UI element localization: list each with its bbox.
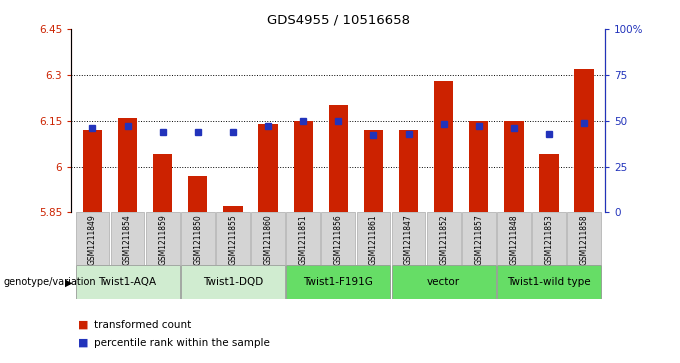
- Bar: [497, 212, 531, 265]
- Text: GSM1211860: GSM1211860: [264, 214, 273, 265]
- Text: GSM1211854: GSM1211854: [123, 214, 132, 265]
- Bar: [146, 212, 180, 265]
- Bar: [216, 212, 250, 265]
- Text: GSM1211851: GSM1211851: [299, 214, 307, 265]
- Bar: [392, 265, 496, 299]
- Text: GSM1211850: GSM1211850: [193, 214, 203, 265]
- Text: Twist1-wild type: Twist1-wild type: [507, 277, 591, 287]
- Text: GSM1211847: GSM1211847: [404, 214, 413, 265]
- Bar: [399, 130, 418, 212]
- Text: GSM1211859: GSM1211859: [158, 214, 167, 265]
- Text: GSM1211856: GSM1211856: [334, 214, 343, 265]
- Text: GSM1211858: GSM1211858: [579, 214, 589, 265]
- Text: Twist1-AQA: Twist1-AQA: [99, 277, 156, 287]
- Text: genotype/variation: genotype/variation: [3, 277, 96, 287]
- Text: GSM1211848: GSM1211848: [509, 214, 518, 265]
- Text: GSM1211853: GSM1211853: [545, 214, 554, 265]
- Bar: [188, 176, 207, 212]
- Bar: [434, 81, 454, 212]
- Bar: [539, 154, 559, 212]
- Text: Twist1-DQD: Twist1-DQD: [203, 277, 263, 287]
- Bar: [286, 265, 390, 299]
- Bar: [532, 212, 566, 265]
- Title: GDS4955 / 10516658: GDS4955 / 10516658: [267, 13, 410, 26]
- Bar: [294, 121, 313, 212]
- Bar: [356, 212, 390, 265]
- Bar: [75, 265, 180, 299]
- Bar: [286, 212, 320, 265]
- Text: percentile rank within the sample: percentile rank within the sample: [94, 338, 270, 348]
- Bar: [111, 212, 144, 265]
- Text: GSM1211861: GSM1211861: [369, 214, 378, 265]
- Bar: [364, 130, 383, 212]
- Bar: [181, 265, 285, 299]
- Bar: [427, 212, 460, 265]
- Bar: [392, 212, 426, 265]
- Bar: [462, 212, 496, 265]
- Bar: [251, 212, 285, 265]
- Text: vector: vector: [427, 277, 460, 287]
- Bar: [181, 212, 215, 265]
- Text: ■: ■: [78, 338, 88, 348]
- Bar: [575, 69, 594, 212]
- Text: GSM1211852: GSM1211852: [439, 214, 448, 265]
- Bar: [469, 121, 488, 212]
- Bar: [567, 212, 601, 265]
- Bar: [75, 212, 109, 265]
- Bar: [118, 118, 137, 212]
- Text: GSM1211855: GSM1211855: [228, 214, 237, 265]
- Text: Twist1-F191G: Twist1-F191G: [303, 277, 373, 287]
- Bar: [328, 105, 348, 212]
- Text: ▶: ▶: [65, 277, 73, 287]
- Bar: [258, 124, 277, 212]
- Bar: [83, 130, 102, 212]
- Bar: [322, 212, 355, 265]
- Bar: [153, 154, 172, 212]
- Text: transformed count: transformed count: [94, 320, 191, 330]
- Text: ■: ■: [78, 320, 88, 330]
- Bar: [223, 206, 243, 212]
- Bar: [505, 121, 524, 212]
- Bar: [497, 265, 601, 299]
- Text: GSM1211857: GSM1211857: [474, 214, 483, 265]
- Text: GSM1211849: GSM1211849: [88, 214, 97, 265]
